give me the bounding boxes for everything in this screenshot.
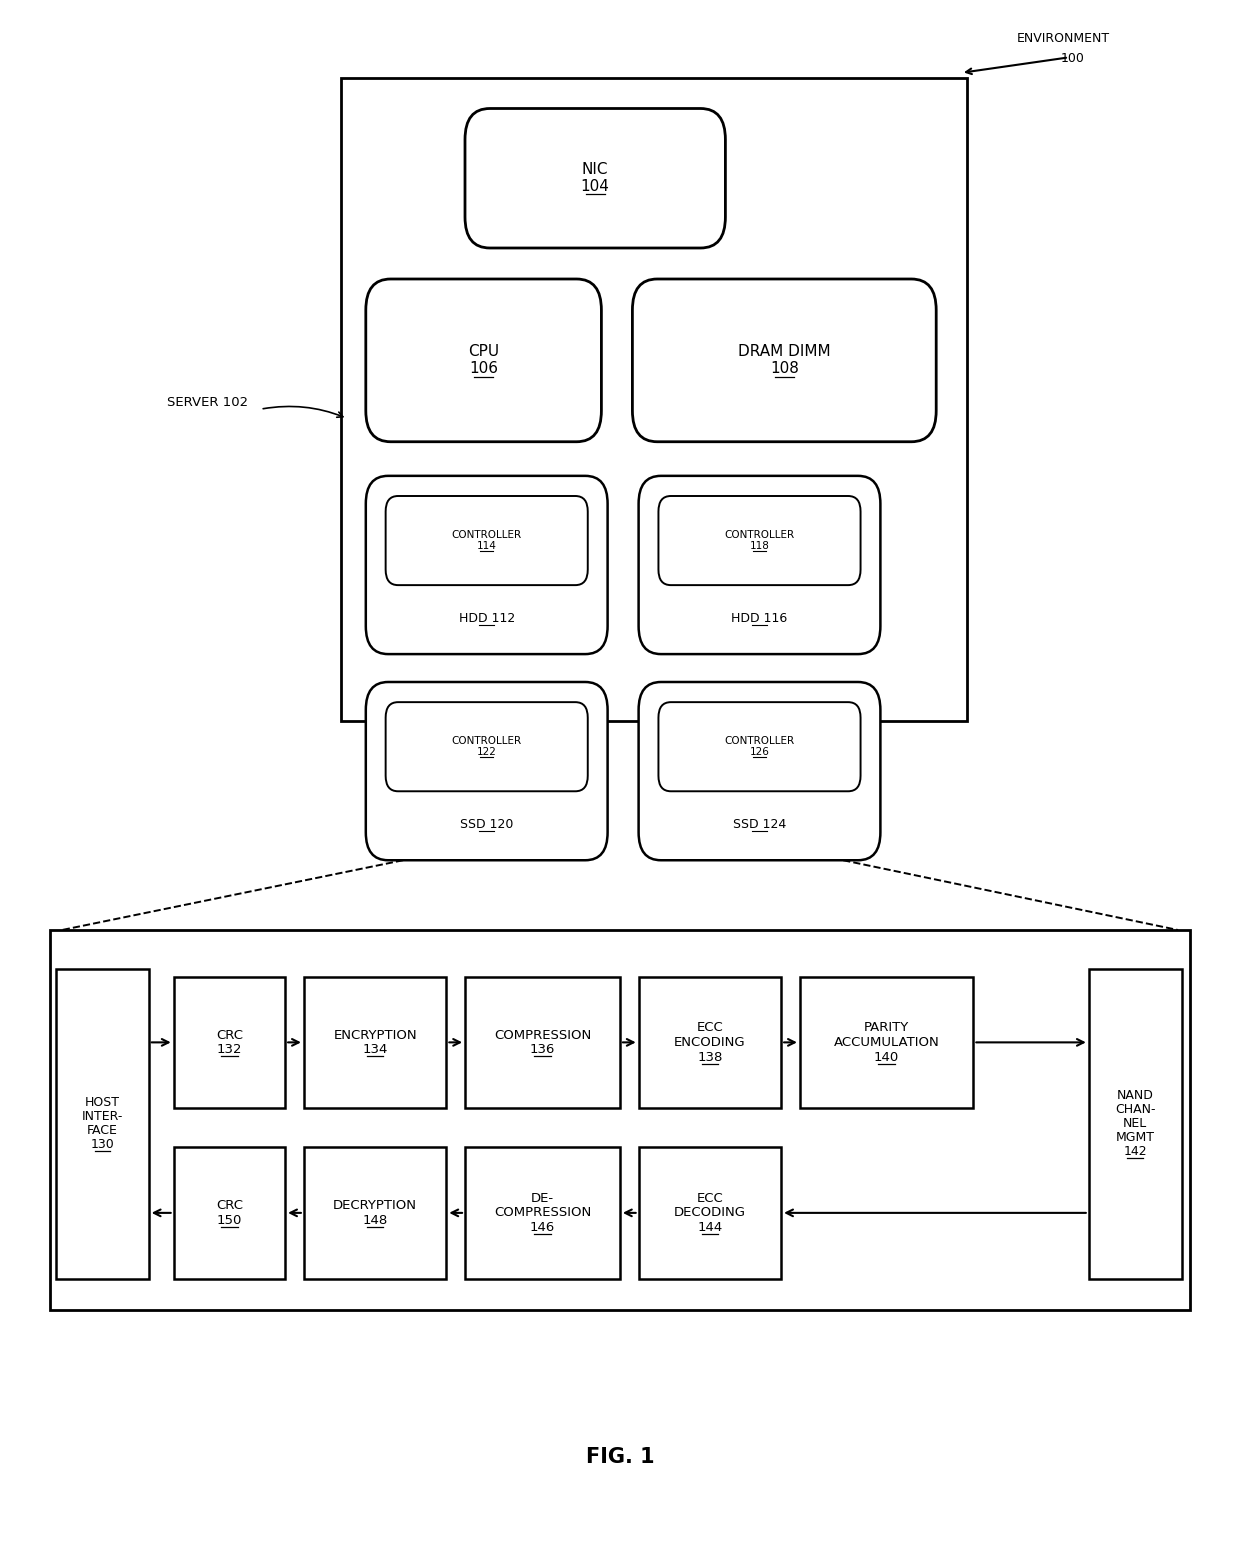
Text: ECC: ECC	[697, 1192, 723, 1204]
FancyBboxPatch shape	[366, 279, 601, 442]
Text: 138: 138	[697, 1051, 723, 1063]
Text: 148: 148	[362, 1214, 388, 1226]
Bar	[304, 976, 446, 1108]
Bar	[465, 976, 620, 1108]
FancyBboxPatch shape	[386, 496, 588, 586]
Bar	[50, 930, 1190, 1310]
Bar	[465, 1147, 620, 1279]
Text: ACCUMULATION: ACCUMULATION	[833, 1035, 940, 1049]
Text: 140: 140	[874, 1051, 899, 1063]
Text: SSD 124: SSD 124	[733, 818, 786, 831]
Text: 126: 126	[749, 747, 770, 758]
Text: CONTROLLER: CONTROLLER	[451, 736, 522, 746]
Text: DECRYPTION: DECRYPTION	[334, 1200, 417, 1212]
Text: INTER-: INTER-	[82, 1110, 123, 1124]
Bar	[56, 969, 149, 1279]
Text: 136: 136	[529, 1043, 556, 1056]
Text: 118: 118	[749, 541, 770, 552]
Text: FACE: FACE	[87, 1124, 118, 1138]
Text: DE-: DE-	[531, 1192, 554, 1204]
Bar	[1089, 969, 1182, 1279]
Text: 108: 108	[770, 361, 799, 377]
Bar	[174, 976, 285, 1108]
Bar	[639, 976, 781, 1108]
Text: 134: 134	[362, 1043, 388, 1056]
Text: SSD 120: SSD 120	[460, 818, 513, 831]
Text: HOST: HOST	[84, 1096, 120, 1110]
Text: HDD 116: HDD 116	[732, 612, 787, 625]
Text: ENVIRONMENT: ENVIRONMENT	[1017, 33, 1110, 45]
Text: 114: 114	[476, 541, 497, 552]
Text: 130: 130	[91, 1138, 114, 1152]
Text: 142: 142	[1123, 1145, 1147, 1158]
FancyBboxPatch shape	[366, 682, 608, 860]
FancyBboxPatch shape	[658, 496, 861, 586]
Text: CONTROLLER: CONTROLLER	[724, 736, 795, 746]
Text: COMPRESSION: COMPRESSION	[494, 1206, 591, 1220]
Text: NAND: NAND	[1117, 1090, 1153, 1102]
Text: 146: 146	[529, 1221, 556, 1234]
Text: NIC: NIC	[582, 163, 609, 177]
Text: CRC: CRC	[216, 1200, 243, 1212]
FancyBboxPatch shape	[639, 682, 880, 860]
Text: ECC: ECC	[697, 1021, 723, 1034]
Text: 106: 106	[469, 361, 498, 377]
Bar	[304, 1147, 446, 1279]
Text: DRAM DIMM: DRAM DIMM	[738, 344, 831, 360]
Text: CONTROLLER: CONTROLLER	[724, 530, 795, 539]
FancyBboxPatch shape	[632, 279, 936, 442]
Text: CPU: CPU	[467, 344, 500, 360]
Text: DECODING: DECODING	[673, 1206, 746, 1220]
Text: PARITY: PARITY	[864, 1021, 909, 1034]
Text: CRC: CRC	[216, 1029, 243, 1042]
Text: ENCRYPTION: ENCRYPTION	[334, 1029, 417, 1042]
Text: HDD 112: HDD 112	[459, 612, 515, 625]
FancyBboxPatch shape	[465, 109, 725, 248]
Text: 144: 144	[697, 1221, 723, 1234]
Text: ENCODING: ENCODING	[675, 1035, 745, 1049]
Text: NEL: NEL	[1123, 1118, 1147, 1130]
Text: 100: 100	[1060, 53, 1084, 65]
Text: 132: 132	[217, 1043, 242, 1056]
Text: MGMT: MGMT	[1116, 1132, 1154, 1144]
Text: 122: 122	[476, 747, 497, 758]
Text: SERVER 102: SERVER 102	[167, 397, 248, 409]
FancyBboxPatch shape	[386, 702, 588, 790]
Text: FIG. 1: FIG. 1	[585, 1448, 655, 1466]
Bar	[174, 1147, 285, 1279]
Text: CONTROLLER: CONTROLLER	[451, 530, 522, 539]
FancyBboxPatch shape	[658, 702, 861, 790]
FancyBboxPatch shape	[366, 476, 608, 654]
Bar	[639, 1147, 781, 1279]
Text: 104: 104	[580, 180, 610, 194]
Bar	[800, 976, 973, 1108]
Bar	[341, 78, 967, 721]
Text: 150: 150	[217, 1214, 242, 1226]
Text: CHAN-: CHAN-	[1115, 1104, 1156, 1116]
FancyBboxPatch shape	[639, 476, 880, 654]
Text: COMPRESSION: COMPRESSION	[494, 1029, 591, 1042]
